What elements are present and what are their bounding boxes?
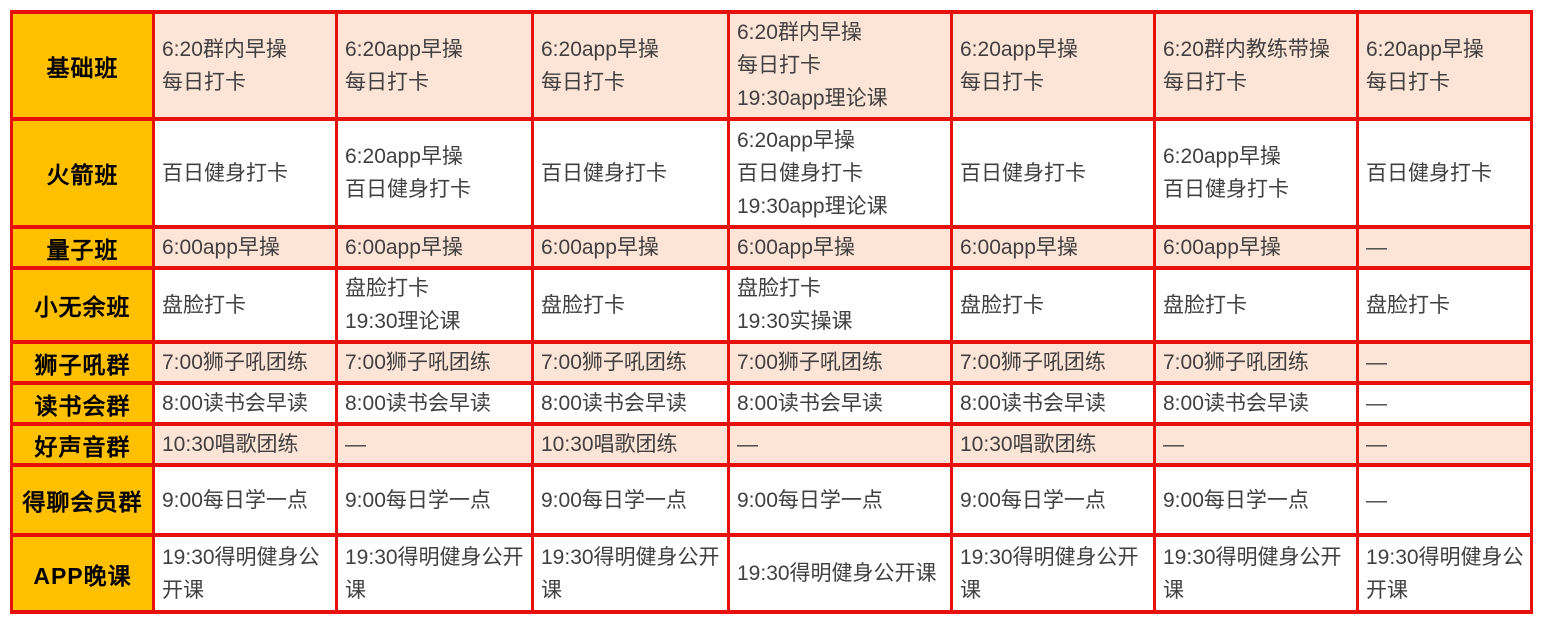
- schedule-cell: 8:00读书会早读: [727, 381, 953, 426]
- schedule-cell: 10:30唱歌团练: [950, 422, 1156, 467]
- schedule-cell: 6:00app早操: [335, 225, 534, 270]
- schedule-cell: 盘脸打卡: [950, 266, 1156, 344]
- schedule-cell: 19:30得明健身公开课: [1356, 533, 1533, 614]
- table-row: 读书会群 8:00读书会早读 8:00读书会早读 8:00读书会早读 8:00读…: [10, 381, 1533, 426]
- schedule-cell: 7:00狮子吼团练: [335, 340, 534, 385]
- row-header: 基础班: [10, 10, 155, 121]
- schedule-cell: 百日健身打卡: [152, 117, 338, 229]
- schedule-cell: 百日健身打卡: [1356, 117, 1533, 229]
- schedule-table: 基础班 6:20群内早操 每日打卡 6:20app早操 每日打卡 6:20app…: [10, 10, 1533, 614]
- schedule-cell: 6:00app早操: [531, 225, 730, 270]
- schedule-cell: 6:00app早操: [152, 225, 338, 270]
- row-header: 小无余班: [10, 266, 155, 344]
- row-header: 量子班: [10, 225, 155, 270]
- schedule-cell: 7:00狮子吼团练: [1153, 340, 1359, 385]
- schedule-cell: 7:00狮子吼团练: [727, 340, 953, 385]
- schedule-cell: 8:00读书会早读: [1153, 381, 1359, 426]
- schedule-cell: —: [335, 422, 534, 467]
- table-row: 好声音群 10:30唱歌团练 — 10:30唱歌团练 — 10:30唱歌团练 —…: [10, 422, 1533, 467]
- row-header: 火箭班: [10, 117, 155, 229]
- row-header: 好声音群: [10, 422, 155, 467]
- schedule-cell: 19:30得明健身公开课: [727, 533, 953, 614]
- schedule-cell: 9:00每日学一点: [335, 463, 534, 537]
- schedule-cell: 6:20app早操 百日健身打卡: [335, 117, 534, 229]
- schedule-cell: 7:00狮子吼团练: [152, 340, 338, 385]
- schedule-cell: 6:20群内教练带操 每日打卡: [1153, 10, 1359, 121]
- schedule-cell: 盘脸打卡: [531, 266, 730, 344]
- schedule-cell: 6:00app早操: [1153, 225, 1359, 270]
- schedule-cell: —: [727, 422, 953, 467]
- schedule-cell: 盘脸打卡 19:30实操课: [727, 266, 953, 344]
- schedule-cell: —: [1356, 381, 1533, 426]
- schedule-cell: 盘脸打卡: [1153, 266, 1359, 344]
- table-row: 小无余班 盘脸打卡 盘脸打卡 19:30理论课 盘脸打卡 盘脸打卡 19:30实…: [10, 266, 1533, 344]
- schedule-cell: 19:30得明健身公开课: [152, 533, 338, 614]
- schedule-cell: 6:20app早操 每日打卡: [531, 10, 730, 121]
- schedule-cell: 8:00读书会早读: [152, 381, 338, 426]
- schedule-cell: 8:00读书会早读: [531, 381, 730, 426]
- row-header: 读书会群: [10, 381, 155, 426]
- schedule-cell: —: [1356, 422, 1533, 467]
- schedule-cell: —: [1153, 422, 1359, 467]
- schedule-cell: —: [1356, 340, 1533, 385]
- schedule-cell: 盘脸打卡 19:30理论课: [335, 266, 534, 344]
- table-row: 基础班 6:20群内早操 每日打卡 6:20app早操 每日打卡 6:20app…: [10, 10, 1533, 121]
- schedule-cell: 10:30唱歌团练: [152, 422, 338, 467]
- table-row: 火箭班 百日健身打卡 6:20app早操 百日健身打卡 百日健身打卡 6:20a…: [10, 117, 1533, 229]
- schedule-cell: 8:00读书会早读: [335, 381, 534, 426]
- schedule-cell: 8:00读书会早读: [950, 381, 1156, 426]
- table-row: 量子班 6:00app早操 6:00app早操 6:00app早操 6:00ap…: [10, 225, 1533, 270]
- schedule-cell: 6:20app早操 百日健身打卡: [1153, 117, 1359, 229]
- schedule-cell: 6:20app早操 每日打卡: [1356, 10, 1533, 121]
- schedule-cell: 6:20app早操 每日打卡: [335, 10, 534, 121]
- schedule-cell: 10:30唱歌团练: [531, 422, 730, 467]
- schedule-cell: 7:00狮子吼团练: [950, 340, 1156, 385]
- schedule-cell: 6:20群内早操 每日打卡 19:30app理论课: [727, 10, 953, 121]
- schedule-cell: 9:00每日学一点: [1153, 463, 1359, 537]
- schedule-cell: 19:30得明健身公开课: [1153, 533, 1359, 614]
- row-header: 得聊会员群: [10, 463, 155, 537]
- schedule-cell: 百日健身打卡: [531, 117, 730, 229]
- schedule-cell: 盘脸打卡: [1356, 266, 1533, 344]
- schedule-cell: 6:00app早操: [950, 225, 1156, 270]
- row-header: 狮子吼群: [10, 340, 155, 385]
- schedule-cell: 6:20app早操 每日打卡: [950, 10, 1156, 121]
- schedule-cell: 百日健身打卡: [950, 117, 1156, 229]
- table-row: 得聊会员群 9:00每日学一点 9:00每日学一点 9:00每日学一点 9:00…: [10, 463, 1533, 537]
- table-row: 狮子吼群 7:00狮子吼团练 7:00狮子吼团练 7:00狮子吼团练 7:00狮…: [10, 340, 1533, 385]
- schedule-cell: —: [1356, 463, 1533, 537]
- schedule-cell: 9:00每日学一点: [727, 463, 953, 537]
- table-row: APP晚课 19:30得明健身公开课 19:30得明健身公开课 19:30得明健…: [10, 533, 1533, 614]
- schedule-cell: 9:00每日学一点: [152, 463, 338, 537]
- schedule-cell: 7:00狮子吼团练: [531, 340, 730, 385]
- schedule-cell: 6:20群内早操 每日打卡: [152, 10, 338, 121]
- schedule-cell: 19:30得明健身公开课: [531, 533, 730, 614]
- schedule-cell: 19:30得明健身公开课: [950, 533, 1156, 614]
- schedule-cell: 9:00每日学一点: [950, 463, 1156, 537]
- schedule-cell: 盘脸打卡: [152, 266, 338, 344]
- schedule-cell: 6:20app早操 百日健身打卡 19:30app理论课: [727, 117, 953, 229]
- schedule-cell: —: [1356, 225, 1533, 270]
- row-header: APP晚课: [10, 533, 155, 614]
- schedule-cell: 19:30得明健身公开课: [335, 533, 534, 614]
- schedule-cell: 6:00app早操: [727, 225, 953, 270]
- schedule-cell: 9:00每日学一点: [531, 463, 730, 537]
